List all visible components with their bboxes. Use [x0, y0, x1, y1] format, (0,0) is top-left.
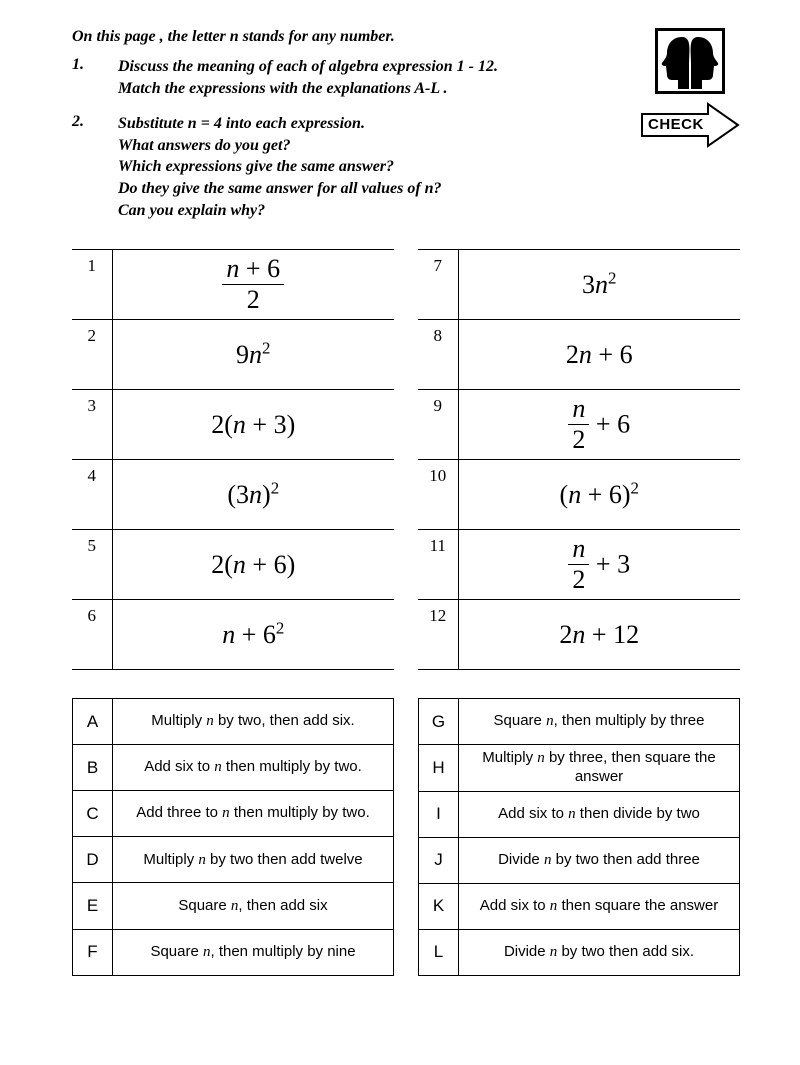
expression-index: 2 — [72, 320, 112, 390]
expression-index: 3 — [72, 390, 112, 460]
expression-row: 52(n + 6) — [72, 530, 394, 600]
expression-table-right: 73n282n + 69n2 + 610(n + 6)211n2 + 3122n… — [418, 249, 740, 670]
expression-row: 10(n + 6)2 — [418, 460, 740, 530]
explanation-text: Divide n by two then add three — [459, 837, 740, 883]
expression-index: 4 — [72, 460, 112, 530]
explanation-row: CAdd three to n then multiply by two. — [73, 791, 394, 837]
explanation-text: Divide n by two then add six. — [459, 929, 740, 975]
explanation-index: I — [419, 791, 459, 837]
explanation-row: DMultiply n by two then add twelve — [73, 837, 394, 883]
expression-row: 4(3n)2 — [72, 460, 394, 530]
expression-cell: 2n + 6 — [458, 320, 740, 390]
expression-cell: 2(n + 6) — [112, 530, 394, 600]
expression-index: 5 — [72, 530, 112, 600]
expression-cell: 9n2 — [112, 320, 394, 390]
expression-cell: (3n)2 — [112, 460, 394, 530]
expression-cell: n + 62 — [112, 600, 394, 670]
expression-row: 9n2 + 6 — [418, 390, 740, 460]
explanation-row: JDivide n by two then add three — [419, 837, 740, 883]
explanation-index: E — [73, 883, 113, 929]
explanation-index: B — [73, 745, 113, 791]
question-line: Can you explain why? — [118, 200, 442, 222]
question-body: Substitute n = 4 into each expression. W… — [118, 113, 442, 221]
explanation-index: J — [419, 837, 459, 883]
expression-row: 29n2 — [72, 320, 394, 390]
expression-index: 10 — [418, 460, 458, 530]
expression-row: 73n2 — [418, 250, 740, 320]
explanation-index: K — [419, 883, 459, 929]
expression-tables: 1n + 6229n232(n + 3)4(3n)252(n + 6)6n + … — [72, 249, 740, 670]
explanation-index: G — [419, 699, 459, 745]
question-line: Do they give the same answer for all val… — [118, 178, 442, 200]
explanation-index: A — [73, 699, 113, 745]
explanation-index: F — [73, 929, 113, 975]
explanation-row: HMultiply n by three, then square the an… — [419, 745, 740, 792]
explanation-row: IAdd six to n then divide by two — [419, 791, 740, 837]
expression-index: 8 — [418, 320, 458, 390]
explanation-text: Square n, then multiply by nine — [113, 929, 394, 975]
question-line: Which expressions give the same answer? — [118, 156, 442, 178]
expression-index: 11 — [418, 530, 458, 600]
expression-index: 1 — [72, 250, 112, 320]
explanation-index: H — [419, 745, 459, 792]
expression-row: 6n + 62 — [72, 600, 394, 670]
question-line: What answers do you get? — [118, 135, 442, 157]
expression-cell: n2 + 3 — [458, 530, 740, 600]
explanation-tables: AMultiply n by two, then add six.BAdd si… — [72, 698, 740, 976]
expression-cell: n2 + 6 — [458, 390, 740, 460]
explanation-text: Add six to n then multiply by two. — [113, 745, 394, 791]
question-number: 1. — [72, 56, 118, 99]
expression-row: 11n2 + 3 — [418, 530, 740, 600]
check-arrow-icon: CHECK — [640, 102, 740, 148]
expression-row: 32(n + 3) — [72, 390, 394, 460]
explanation-text: Add six to n then square the answer — [459, 883, 740, 929]
explanation-index: L — [419, 929, 459, 975]
question-body: Discuss the meaning of each of algebra e… — [118, 56, 498, 99]
explanation-row: GSquare n, then multiply by three — [419, 699, 740, 745]
explanation-text: Multiply n by two, then add six. — [113, 699, 394, 745]
expression-table-left: 1n + 6229n232(n + 3)4(3n)252(n + 6)6n + … — [72, 249, 394, 670]
explanation-text: Multiply n by three, then square the ans… — [459, 745, 740, 792]
explanation-text: Add six to n then divide by two — [459, 791, 740, 837]
explanation-row: AMultiply n by two, then add six. — [73, 699, 394, 745]
top-right-graphics: CHECK — [640, 28, 740, 148]
explanation-index: C — [73, 791, 113, 837]
expression-index: 7 — [418, 250, 458, 320]
explanation-row: KAdd six to n then square the answer — [419, 883, 740, 929]
check-label: CHECK — [648, 116, 704, 133]
expression-cell: 2n + 12 — [458, 600, 740, 670]
expression-index: 6 — [72, 600, 112, 670]
expression-cell: 3n2 — [458, 250, 740, 320]
explanation-table-right: GSquare n, then multiply by threeHMultip… — [418, 698, 740, 976]
explanation-text: Square n, then add six — [113, 883, 394, 929]
expression-index: 12 — [418, 600, 458, 670]
expression-cell: n + 62 — [112, 250, 394, 320]
expression-row: 122n + 12 — [418, 600, 740, 670]
explanation-row: BAdd six to n then multiply by two. — [73, 745, 394, 791]
expression-cell: (n + 6)2 — [458, 460, 740, 530]
explanation-row: ESquare n, then add six — [73, 883, 394, 929]
explanation-index: D — [73, 837, 113, 883]
question-line: Discuss the meaning of each of algebra e… — [118, 56, 498, 78]
expression-row: 1n + 62 — [72, 250, 394, 320]
explanation-table-left: AMultiply n by two, then add six.BAdd si… — [72, 698, 394, 976]
explanation-text: Multiply n by two then add twelve — [113, 837, 394, 883]
question-line: Match the expressions with the explanati… — [118, 78, 498, 100]
explanation-text: Add three to n then multiply by two. — [113, 791, 394, 837]
question-number: 2. — [72, 113, 118, 221]
expression-index: 9 — [418, 390, 458, 460]
expression-row: 82n + 6 — [418, 320, 740, 390]
explanation-text: Square n, then multiply by three — [459, 699, 740, 745]
two-heads-icon — [655, 28, 725, 94]
explanation-row: FSquare n, then multiply by nine — [73, 929, 394, 975]
explanation-row: LDivide n by two then add six. — [419, 929, 740, 975]
expression-cell: 2(n + 3) — [112, 390, 394, 460]
question-line: Substitute n = 4 into each expression. — [118, 113, 442, 135]
